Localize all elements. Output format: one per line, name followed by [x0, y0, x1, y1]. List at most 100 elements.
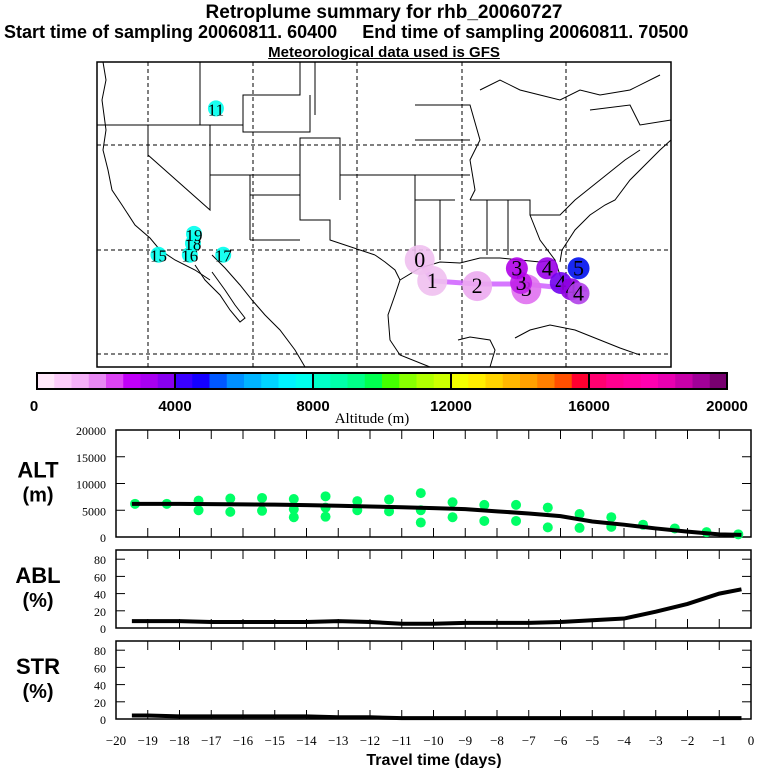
map-point-marker — [505, 257, 528, 280]
x-tick-label: −13 — [328, 733, 348, 748]
map-point-marker — [215, 246, 232, 263]
map-point-label: 15 — [150, 247, 167, 266]
map-point-label: 4 — [542, 255, 553, 280]
colorbar-tick-label: 20000 — [706, 398, 748, 415]
map-gridlines — [97, 62, 671, 367]
colorbar-cell — [433, 373, 452, 389]
time-series-panels: ALT(m)20000150001000050000ABL(%)80604020… — [15, 424, 754, 768]
map-point-marker — [150, 246, 167, 263]
colorbar-cell — [88, 373, 107, 389]
colorbar-cell — [244, 373, 262, 389]
start-time-label: Start time of sampling 20060811. 60400 — [4, 22, 338, 42]
median-line — [131, 501, 742, 537]
map-point-label: 3 — [511, 255, 522, 280]
colorbar-cell — [623, 373, 642, 389]
x-tick-label: −7 — [522, 733, 536, 748]
sampling-times: Start time of sampling 20060811. 60400 E… — [4, 22, 768, 43]
y-tick-label: 60 — [94, 661, 106, 675]
chart-title: Retroplume summary for rhb_20060727 — [205, 2, 563, 23]
x-tick-label: −4 — [617, 733, 631, 748]
y-axis-label: STR — [16, 654, 60, 679]
y-tick-label: 20 — [94, 605, 106, 619]
particle-cluster-dot — [542, 502, 553, 513]
particle-cluster-dot — [447, 512, 458, 523]
colorbar-cell — [226, 373, 245, 389]
y-tick-label: 0 — [100, 713, 106, 727]
y-tick-label: 15000 — [76, 451, 106, 465]
particle-cluster-dot — [384, 494, 395, 505]
map-point-label: 4 — [573, 280, 584, 305]
particle-cluster-dot — [352, 496, 363, 507]
colorbar-cell — [175, 373, 193, 389]
y-axis-label: ALT — [17, 458, 59, 483]
particle-cluster-dot — [542, 522, 553, 533]
x-tick-label: −2 — [681, 733, 695, 748]
map-point-label: 5 — [573, 255, 584, 280]
colorbar-cell — [589, 373, 607, 389]
colorbar-cell — [692, 373, 711, 389]
x-tick-label: −8 — [490, 733, 504, 748]
map-point-label: 0 — [414, 247, 425, 272]
map-point-marker — [417, 265, 448, 296]
y-tick-label: 40 — [94, 588, 106, 602]
colorbar-tick-label: 0 — [30, 398, 38, 415]
y-tick-label: 0 — [100, 531, 106, 545]
colorbar-cell — [675, 373, 693, 389]
end-time-label: End time of sampling 20060811. 70500 — [362, 22, 689, 42]
panel-abl: ABL(%) 80 60 40 20 0 — [15, 549, 752, 636]
particle-cluster-dot — [288, 512, 299, 523]
y-axis-label: (m) — [22, 485, 53, 507]
particle-cluster-dot — [447, 497, 458, 508]
colorbar-cell — [106, 373, 124, 389]
x-tick-label: −1 — [712, 733, 726, 748]
map-point-label: 2 — [472, 273, 483, 298]
colorbar-cell — [123, 373, 141, 389]
x-tick-label: −10 — [423, 733, 443, 748]
x-tick-label: 0 — [748, 733, 755, 748]
colorbar-frame — [36, 372, 728, 390]
colorbar-cell — [399, 373, 417, 389]
x-axis-label: Travel time (days) — [366, 752, 501, 768]
panel-frame — [115, 640, 752, 720]
colorbar-cell — [640, 373, 659, 389]
particle-cluster-dot — [257, 492, 268, 503]
colorbar-cell — [554, 373, 573, 389]
colorbar-cell — [313, 373, 331, 389]
map-point-marker — [536, 257, 559, 280]
colorbar-cell — [658, 373, 676, 389]
map-point-label: 4 — [555, 270, 566, 295]
colorbar-cell — [295, 373, 314, 389]
colorbar-tick-label: 4000 — [158, 398, 191, 415]
x-tick-label: −16 — [233, 733, 254, 748]
colorbar-tick-label: 16000 — [568, 398, 610, 415]
colorbar-cell — [278, 373, 297, 389]
panel-alt: ALT(m) 20000 15000 10000 5000 0 — [17, 424, 752, 545]
panel-frame — [115, 549, 752, 629]
colorbar-cell — [330, 373, 348, 389]
map-frame — [96, 61, 672, 368]
x-tick-label: −17 — [201, 733, 222, 748]
x-tick-label: −14 — [296, 733, 317, 748]
colorbar-tick-label: 8000 — [296, 398, 329, 415]
y-tick-label: 10000 — [76, 478, 106, 492]
colorbar-cell — [485, 373, 504, 389]
colorbar-cell — [364, 373, 383, 389]
colorbar-cell — [537, 373, 555, 389]
y-axis-label: (%) — [22, 590, 53, 612]
y-tick-label: 20 — [94, 696, 106, 710]
particle-cluster-dot — [225, 493, 236, 504]
colorbar-cell — [157, 373, 176, 389]
colorbar-cell — [382, 373, 400, 389]
particle-cluster-dot — [511, 515, 522, 526]
particle-cluster-dot — [574, 522, 585, 533]
colorbar-cell — [37, 373, 55, 389]
x-tick-label: −15 — [265, 733, 285, 748]
colorbar-tick-label: 12000 — [430, 398, 472, 415]
colorbar-title: Altitude (m) — [335, 411, 410, 427]
x-tick-label: −18 — [169, 733, 189, 748]
particle-cluster-dot — [479, 499, 490, 510]
particle-cluster-dot — [606, 512, 617, 523]
map-point-label: 17 — [215, 247, 233, 266]
median-line — [131, 713, 742, 721]
